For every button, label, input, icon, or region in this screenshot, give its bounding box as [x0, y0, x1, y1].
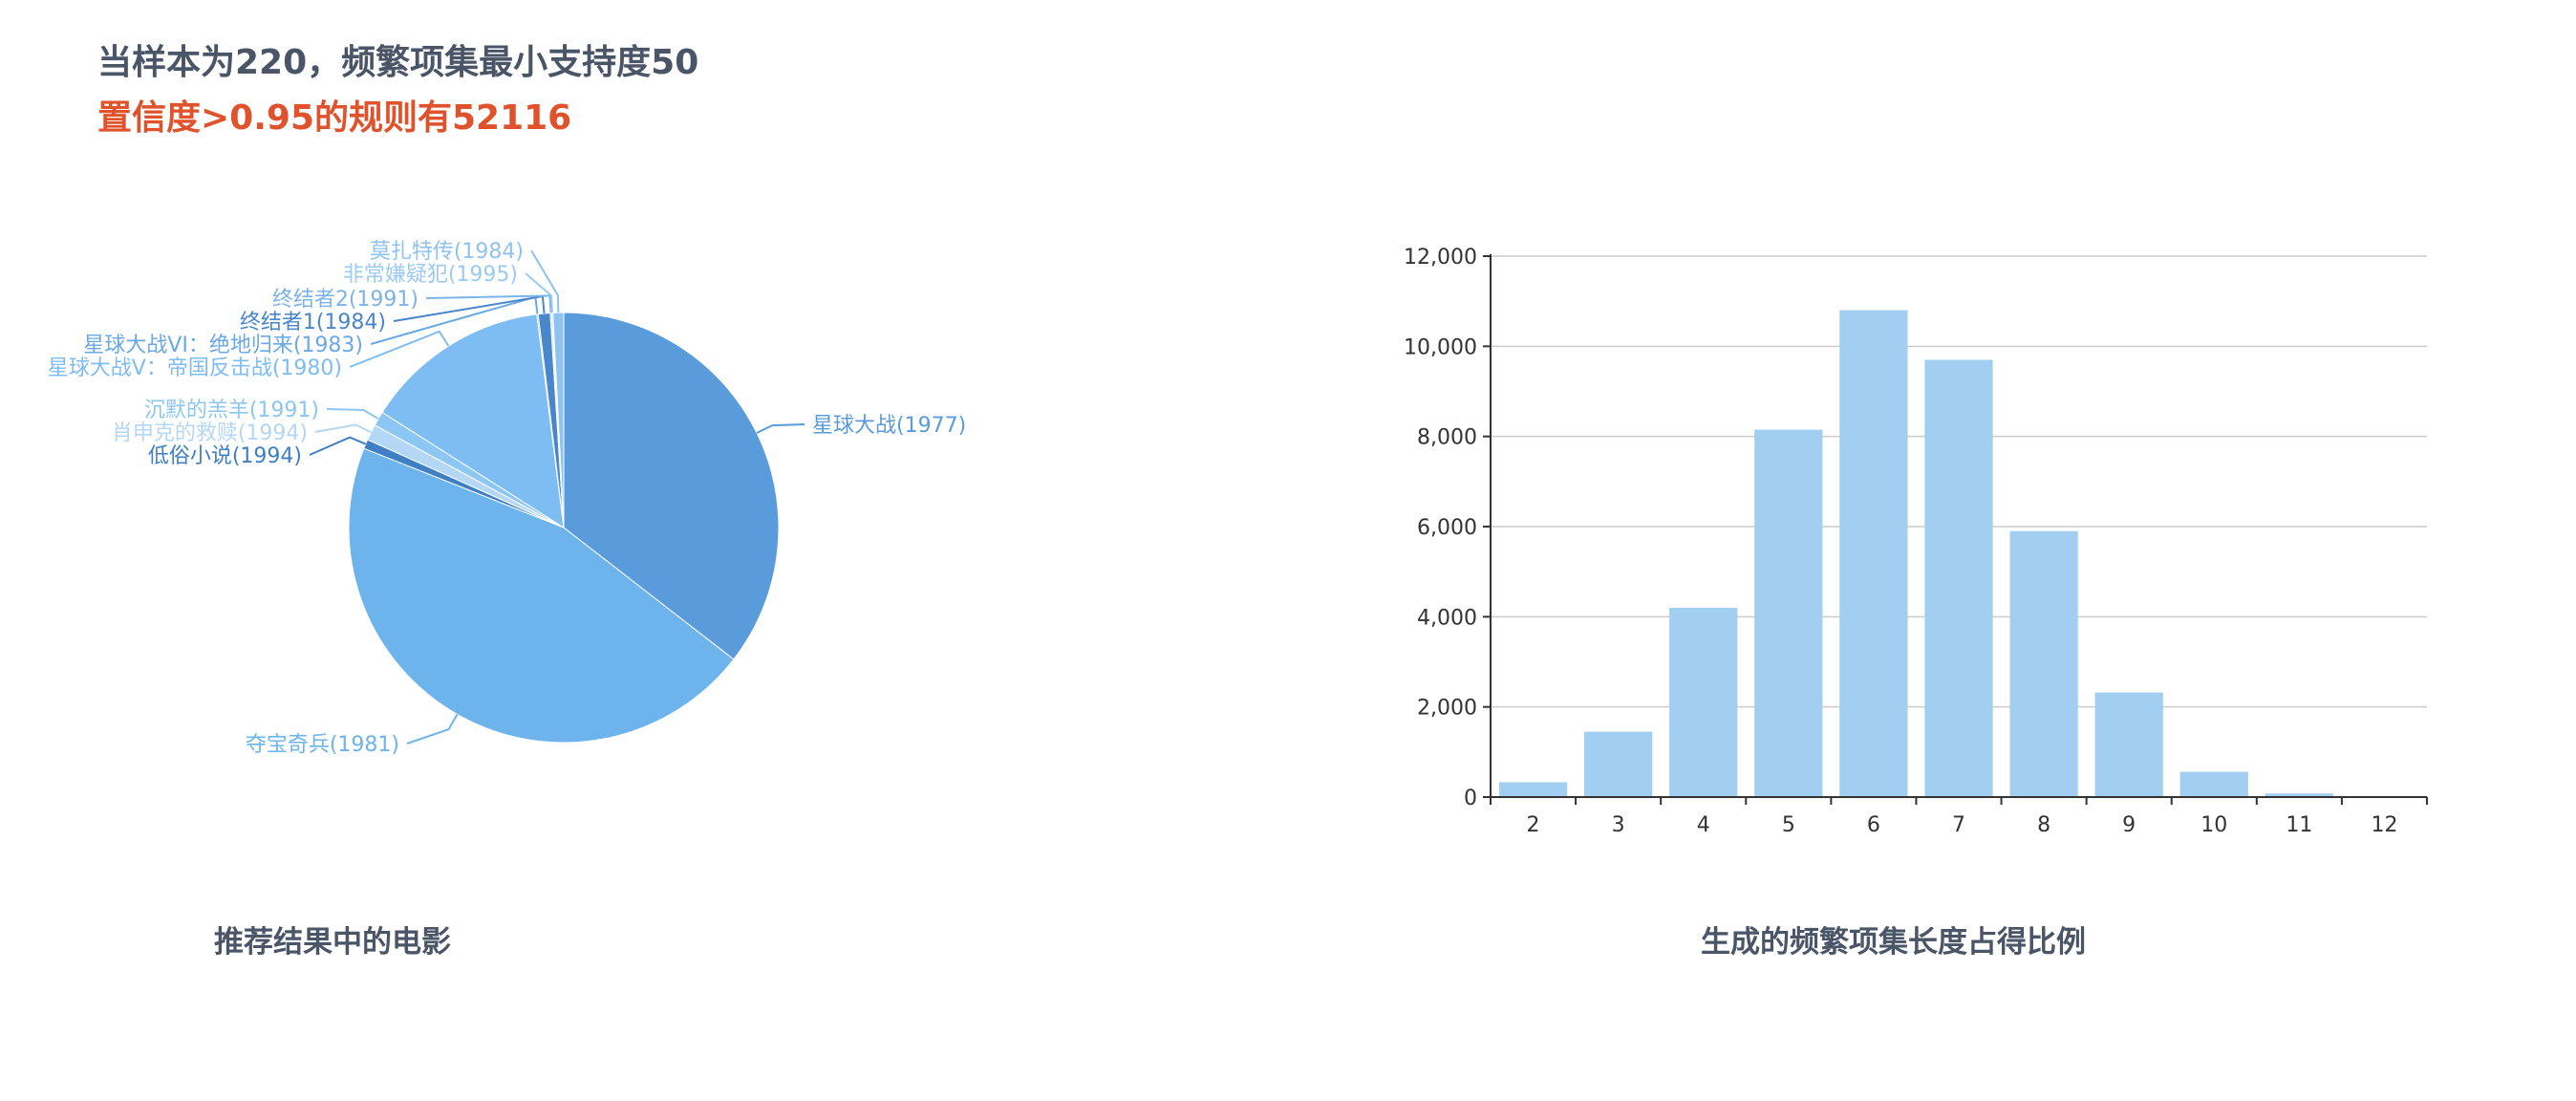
pie-slice-label: 非常嫌疑犯(1995) — [343, 263, 518, 287]
pie-label-line — [530, 249, 560, 313]
x-tick-label: 3 — [1612, 813, 1625, 837]
pie-slice-label: 沉默的羔羊(1991) — [144, 399, 319, 422]
pie-label-line — [406, 713, 459, 745]
pie-slice-label: 星球大战(1977) — [812, 414, 966, 438]
bar[interactable] — [1669, 607, 1738, 797]
y-tick-label: 12,000 — [1404, 246, 1477, 270]
y-tick-label: 6,000 — [1417, 516, 1477, 540]
x-tick-label: 9 — [2122, 813, 2136, 837]
bar[interactable] — [1498, 782, 1568, 797]
pie-slice-label: 终结者1(1984) — [240, 311, 386, 335]
x-tick-label: 2 — [1527, 813, 1540, 837]
pie-slice[interactable] — [563, 312, 780, 660]
summary-rules-line: 置信度>0.95的规则有52116 — [97, 98, 572, 138]
bar[interactable] — [1754, 429, 1823, 797]
x-tick-label: 8 — [2037, 813, 2050, 837]
pie-slice-label: 星球大战V：帝国反击战(1980) — [48, 356, 342, 380]
x-tick-label: 11 — [2286, 813, 2312, 837]
bar[interactable] — [1924, 359, 1993, 797]
y-tick-label: 4,000 — [1417, 606, 1477, 630]
bar[interactable] — [2265, 793, 2333, 797]
bar[interactable] — [2094, 692, 2163, 797]
bar-chart-caption: 生成的频繁项集长度占得比例 — [1701, 925, 2086, 960]
x-tick-label: 12 — [2371, 813, 2397, 837]
pie-label-line — [525, 272, 553, 313]
y-tick-label: 8,000 — [1417, 426, 1477, 450]
x-tick-label: 10 — [2200, 813, 2227, 837]
x-tick-label: 7 — [1952, 813, 1965, 837]
x-tick-label: 6 — [1867, 813, 1880, 837]
y-tick-label: 2,000 — [1417, 697, 1477, 721]
bar[interactable] — [2179, 771, 2248, 797]
pie-slice-label: 莫扎特传(1984) — [370, 240, 524, 264]
pie-slice-label: 低俗小说(1994) — [148, 444, 302, 468]
bar[interactable] — [1839, 310, 1908, 797]
pie-label-line — [326, 408, 379, 420]
pie-chart-caption: 推荐结果中的电影 — [214, 925, 451, 960]
y-tick-label: 10,000 — [1404, 335, 1477, 359]
pie-slice-label: 星球大战VI：绝地归来(1983) — [83, 334, 363, 357]
pie-label-line — [309, 436, 367, 456]
pie-label-line — [349, 330, 450, 368]
bar[interactable] — [1584, 731, 1653, 797]
movie-pie-chart: 星球大战(1977) 夺宝奇兵(1981) 低俗小说(1994)肖申克的救赎(199… — [48, 240, 966, 757]
y-tick-label: 0 — [1464, 787, 1477, 810]
itemset-length-bar-chart: 0 2,000 4,000 6,000 8,000 10,000 12,000 2 3 4 5 6 7 8… — [1404, 246, 2428, 837]
pie-slice-label: 肖申克的救赎(1994) — [112, 421, 308, 445]
pie-label-line — [314, 423, 372, 434]
pie-slice-label: 夺宝奇兵(1981) — [246, 733, 399, 757]
pie-label-line — [756, 423, 805, 434]
pie-label-line — [425, 294, 552, 313]
summary-sample-line: 当样本为220，频繁项集最小支持度50 — [97, 43, 699, 82]
x-tick-label: 5 — [1782, 813, 1795, 837]
x-tick-label: 4 — [1697, 813, 1710, 837]
bar[interactable] — [2009, 530, 2078, 797]
pie-slice-label: 终结者2(1991) — [272, 288, 419, 312]
